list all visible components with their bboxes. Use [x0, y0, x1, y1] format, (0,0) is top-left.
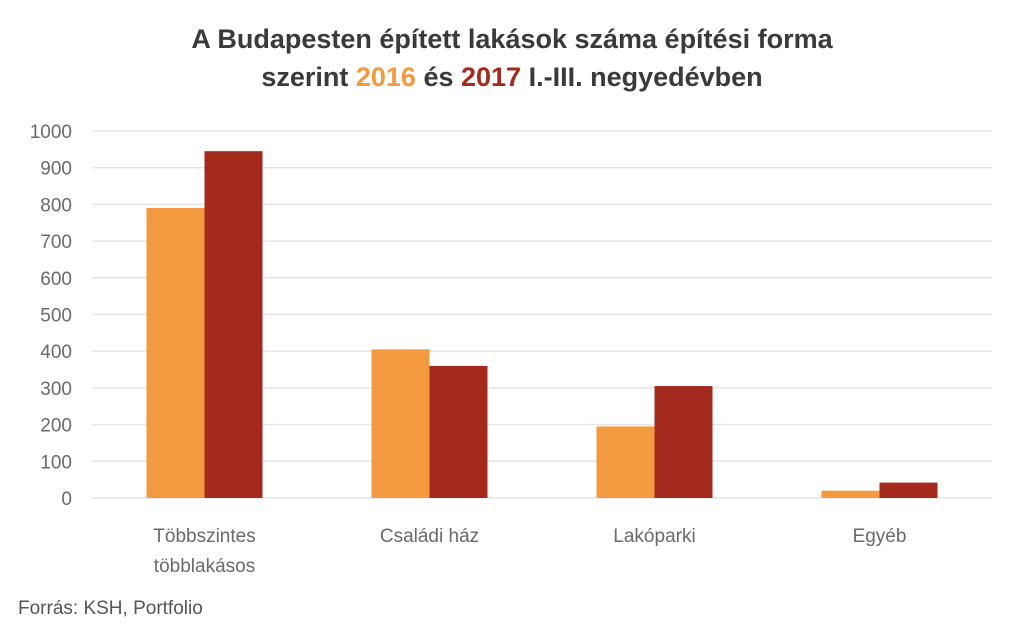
chart-title-line1: A Budapesten épített lakások száma építé…	[191, 24, 833, 54]
y-tick-label: 300	[40, 379, 72, 400]
source-note: Forrás: KSH, Portfolio	[18, 598, 203, 619]
y-tick-label: 900	[40, 159, 72, 180]
y-tick-label: 1000	[30, 122, 72, 143]
x-category-label: Egyéb	[853, 526, 907, 547]
x-category-label: Többszintes	[153, 526, 255, 547]
bar-2016-1	[371, 349, 430, 498]
x-category-label: többlakásos	[154, 556, 255, 577]
bar-2017-2	[654, 386, 713, 498]
y-tick-label: 800	[40, 195, 72, 216]
y-tick-label: 100	[40, 452, 72, 473]
y-tick-label: 200	[40, 416, 72, 437]
bar-2017-3	[879, 482, 938, 498]
y-tick-label: 0	[61, 489, 72, 510]
bar-2016-0	[146, 208, 205, 498]
y-tick-label: 700	[40, 232, 72, 253]
title-text-pre: szerint	[261, 62, 356, 92]
title-year-2016: 2016	[355, 62, 416, 92]
bar-2017-0	[204, 151, 263, 498]
title-text-mid: és	[415, 62, 461, 92]
chart-title: A Budapesten épített lakások száma építé…	[0, 20, 1024, 96]
title-year-2017: 2017	[461, 62, 522, 92]
x-axis-labels: Többszintes többlakásos Családi ház Lakópar…	[153, 526, 906, 577]
bar-2016-2	[596, 426, 655, 498]
x-category-label: Családi ház	[380, 526, 479, 547]
bar-2017-1	[429, 365, 488, 498]
y-axis-ticks: 0 100 200 300 400 500 600 700 800 900 1000	[30, 122, 72, 510]
x-category-label: Lakóparki	[613, 526, 695, 547]
chart-title-line2: szerint 2016 és 2017 I.-III. negyedévben	[0, 58, 1024, 96]
y-tick-label: 500	[40, 306, 72, 327]
title-text-post: I.-III. negyedévben	[521, 62, 763, 92]
y-tick-label: 400	[40, 342, 72, 363]
y-tick-label: 600	[40, 269, 72, 290]
bars	[146, 151, 938, 498]
bar-2016-3	[821, 490, 880, 498]
